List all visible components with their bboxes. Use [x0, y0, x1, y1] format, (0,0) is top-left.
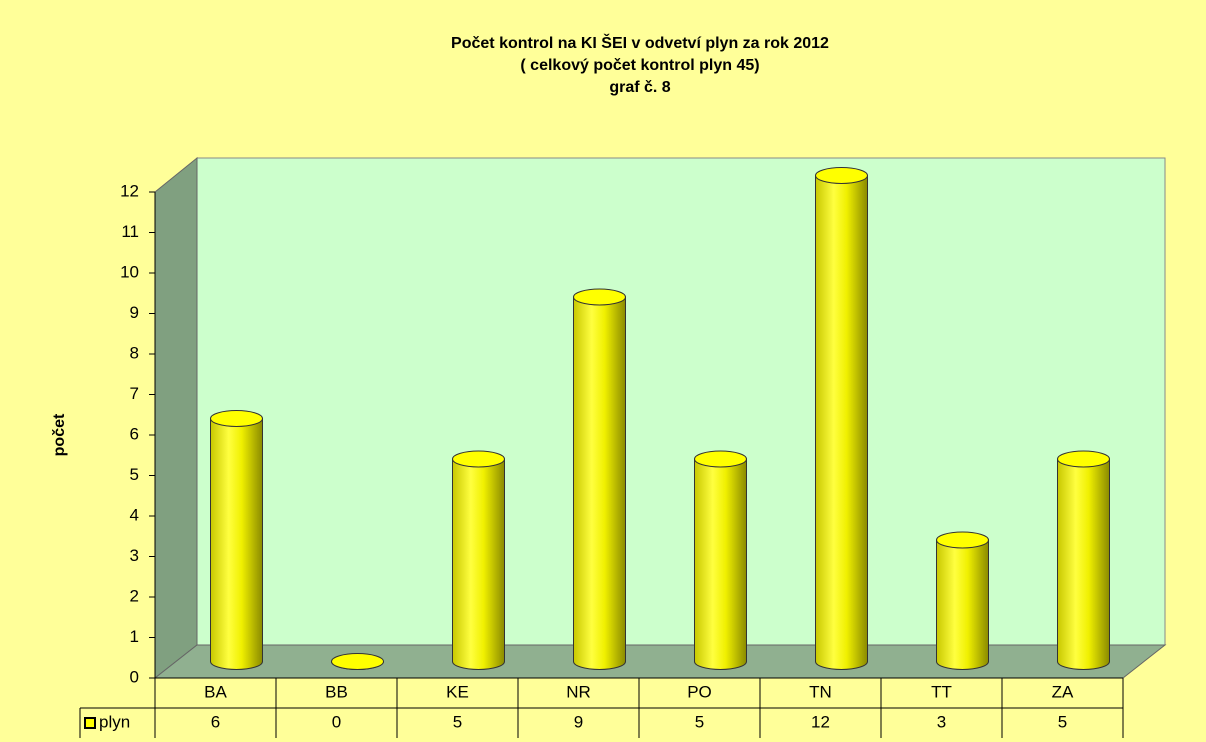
chart-title: Počet kontrol na KI ŠEI v odvetví plyn z…: [451, 33, 829, 52]
bar: [1057, 450, 1110, 670]
bar-body: [573, 296, 626, 670]
table-value: 6: [211, 712, 220, 731]
bar-top: [331, 653, 384, 670]
bar-body: [210, 418, 263, 670]
bar: [573, 288, 626, 670]
bar-top: [452, 450, 505, 468]
y-tick-label: 5: [130, 465, 139, 484]
bar-top: [815, 167, 868, 184]
bar: [452, 450, 505, 670]
y-tick-label: 12: [120, 181, 139, 200]
bar: [330, 653, 385, 670]
table-value: 12: [811, 712, 830, 731]
x-tick-label: TT: [931, 682, 952, 701]
y-tick-label: 3: [130, 546, 139, 565]
bar: [936, 531, 989, 670]
y-tick-label: 4: [130, 505, 139, 524]
table-value: 5: [1058, 712, 1067, 731]
y-tick-label: 8: [130, 343, 139, 362]
x-tick-label: BA: [204, 682, 227, 701]
floor: [153, 644, 1167, 679]
bar-top: [1057, 450, 1110, 468]
chart-subtitle: graf č. 8: [609, 79, 670, 96]
bar-top: [936, 531, 989, 549]
bar: [694, 450, 747, 670]
bar: [815, 167, 868, 670]
legend-key: [84, 717, 96, 729]
table-value: 0: [332, 712, 341, 731]
x-tick-label: ZA: [1052, 682, 1074, 701]
bar-body: [452, 458, 505, 670]
table-value: 5: [695, 712, 704, 731]
y-tick-label: 0: [130, 667, 139, 686]
table-value: 9: [574, 712, 583, 731]
y-tick-label: 11: [121, 222, 139, 241]
bar-body: [1057, 458, 1110, 670]
y-tick-label: 10: [120, 262, 139, 281]
table-value: 5: [453, 712, 462, 731]
x-tick-label: NR: [566, 682, 591, 701]
side-wall: [154, 156, 198, 680]
x-tick-label: KE: [446, 682, 469, 701]
y-tick-label: 2: [130, 586, 139, 605]
bar-top: [694, 450, 747, 468]
table-value: 3: [937, 712, 946, 731]
y-tick-label: 1: [130, 627, 139, 646]
y-tick-label: 7: [130, 384, 139, 403]
legend-label: plyn: [99, 712, 130, 731]
y-axis-label: počet: [51, 413, 68, 456]
bar-body: [694, 458, 747, 670]
bar-body: [815, 175, 868, 670]
y-tick-label: 9: [130, 303, 139, 322]
y-tick-label: 6: [130, 424, 139, 443]
back-wall: [196, 157, 1166, 646]
x-tick-label: BB: [325, 682, 348, 701]
x-tick-label: TN: [809, 682, 832, 701]
x-tick-label: PO: [687, 682, 712, 701]
chart-subtitle: ( celkový počet kontrol plyn 45): [520, 57, 759, 74]
bar-top: [210, 410, 263, 427]
bar: [210, 410, 263, 670]
bar-body: [936, 539, 989, 670]
bar-top: [573, 288, 626, 306]
